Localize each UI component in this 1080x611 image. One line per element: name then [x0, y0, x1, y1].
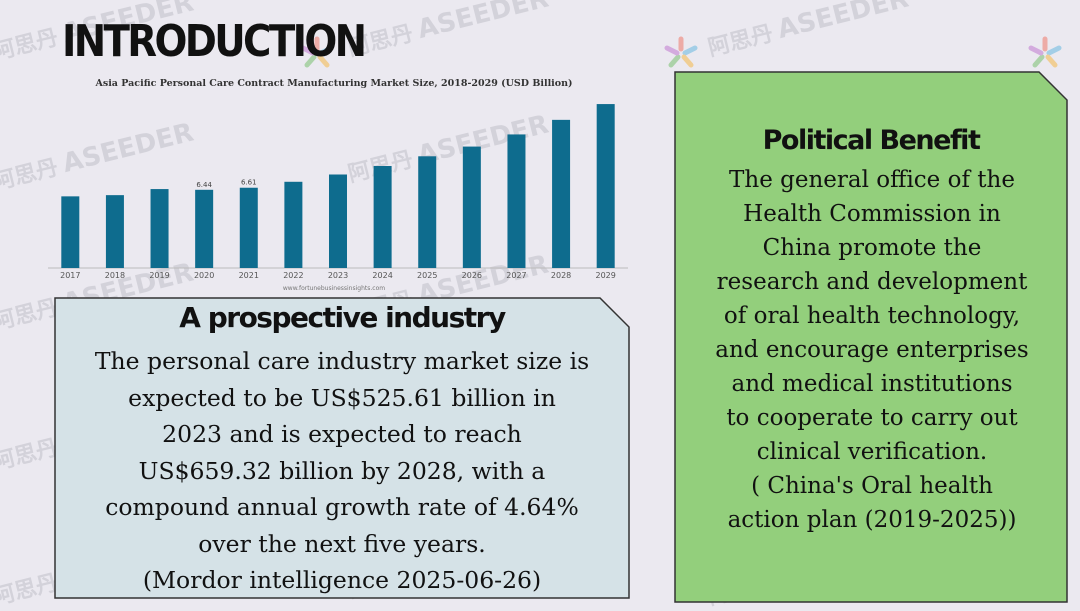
left-info-panel: A prospective industry The personal care…	[54, 297, 630, 599]
right-panel-line: China promote the	[762, 235, 982, 261]
left-panel-line: (Mordor intelligence 2025-06-26)	[142, 566, 542, 594]
data-label: 6.61	[241, 179, 257, 187]
bar-2019	[150, 189, 169, 268]
right-panel-shape	[674, 71, 1068, 603]
x-tick-label: 2020	[194, 271, 214, 280]
left-panel-line: 2023 and is expected to reach	[162, 420, 522, 448]
chart-source: www.fortunebusinessinsights.com	[282, 285, 386, 292]
right-panel-line: of oral health technology,	[723, 303, 1021, 329]
left-panel-line: expected to be US$525.61 billion in	[128, 383, 556, 412]
logo-mark-icon	[1028, 36, 1062, 68]
right-panel-line: and encourage enterprises	[715, 337, 1029, 363]
bar-2029	[596, 104, 615, 268]
logo-mark-icon	[300, 36, 334, 68]
bar-2020	[195, 189, 214, 268]
right-panel-line: The general office of the	[729, 167, 1015, 193]
data-label: 6.44	[196, 181, 212, 189]
bar-2023	[329, 174, 347, 268]
x-tick-label: 2018	[105, 271, 125, 280]
x-tick-label: 2022	[283, 271, 303, 280]
x-tick-label: 2025	[417, 271, 437, 280]
x-tick-label: 2029	[596, 271, 616, 280]
right-panel-line: and medical institutions	[731, 371, 1013, 397]
left-panel-heading: A prospective industry	[179, 301, 506, 334]
right-info-panel: Political Benefit The general office of …	[674, 71, 1068, 603]
bar-2027	[507, 134, 526, 268]
x-tick-label: 2026	[462, 271, 482, 280]
right-panel-heading: Political Benefit	[762, 125, 981, 156]
x-tick-label: 2027	[506, 271, 526, 280]
watermark: 阿思丹ASEEDER	[705, 0, 912, 62]
bar-chart: 2017 2018 2019 2020 6.44 2021 6.61 2022 2023 2024…	[48, 104, 628, 280]
bar-2021	[239, 187, 258, 268]
x-tick-label: 2021	[239, 271, 259, 280]
right-panel-body: The general office of the Health Commiss…	[694, 163, 1050, 537]
right-panel-line: clinical verification.	[756, 439, 988, 465]
left-panel-shape	[54, 297, 630, 599]
x-tick-label: 2023	[328, 271, 348, 280]
left-panel-body: The personal care industry market size i…	[72, 343, 612, 599]
logo-mark-icon	[664, 36, 698, 68]
left-panel-line: US$659.32 billion by 2028, with a	[138, 456, 546, 485]
right-panel-line: Health Commission in	[743, 201, 1001, 227]
x-tick-label: 2024	[372, 271, 392, 280]
bar-2017	[61, 196, 80, 268]
right-panel-line: ( China's Oral health	[751, 473, 993, 499]
watermark: 阿思丹ASEEDER	[345, 0, 552, 62]
bar-2018	[105, 195, 124, 268]
x-tick-label: 2019	[149, 271, 169, 280]
slide-title: INTRODUCTION	[62, 16, 367, 67]
bar-2024	[373, 166, 392, 268]
bar-2026	[462, 146, 481, 268]
right-panel-line: action plan (2019-2025))	[727, 507, 1017, 533]
bar-2028	[552, 119, 571, 268]
right-panel-line: to cooperate to carry out	[726, 405, 1018, 431]
x-tick-label: 2028	[551, 271, 571, 280]
bar-2022	[284, 181, 303, 268]
chart-title: Asia Pacific Personal Care Contract Manu…	[95, 78, 573, 89]
right-panel-line: research and development	[716, 269, 1028, 295]
left-panel-line: over the next five years.	[198, 529, 486, 558]
x-tick-label: 2017	[60, 271, 80, 280]
bar-2025	[418, 156, 437, 268]
left-panel-line: compound annual growth rate of 4.64%	[105, 493, 579, 521]
left-panel-line: The personal care industry market size i…	[94, 347, 590, 375]
